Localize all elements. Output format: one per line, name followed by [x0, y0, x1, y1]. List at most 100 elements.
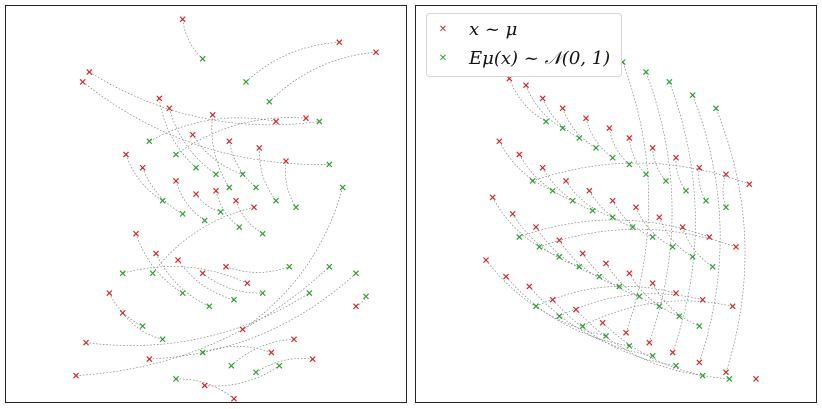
right-trajectory-path: [602, 322, 730, 380]
left-red-sample-point: [212, 187, 220, 194]
right-red-sample-point: [602, 260, 610, 267]
right-red-sample-point: [626, 134, 633, 142]
left-trajectory-path: [122, 312, 163, 340]
left-trajectory-path: [259, 147, 277, 201]
right-green-sample-point: [609, 154, 616, 161]
left-red-sample-point: [106, 290, 113, 297]
left-red-sample-point: [209, 111, 216, 118]
right-green-sample-point: [626, 161, 633, 168]
right-green-sample-point: [689, 92, 696, 99]
right-trajectory-path: [529, 286, 653, 357]
right-green-sample-point: [699, 372, 706, 379]
right-red-sample-point: [706, 233, 713, 241]
right-trajectory-path: [715, 108, 746, 373]
left-red-sample-point: [132, 230, 140, 237]
right-red-sample-point: [586, 187, 593, 194]
right-trajectory-path: [722, 174, 727, 208]
right-red-sample-point: [649, 280, 656, 287]
left-trajectory-path: [182, 19, 203, 60]
right-red-sample-point: [752, 375, 760, 382]
right-green-sample-point: [672, 362, 680, 369]
left-trajectory-path: [204, 365, 280, 387]
left-scatter-plot: [72, 16, 380, 402]
right-red-sample-point: [606, 125, 613, 132]
right-trajectory-path: [692, 94, 721, 363]
right-trajectory-path: [542, 167, 593, 211]
left-green-sample-point: [252, 369, 260, 376]
left-red-sample-point: [146, 356, 153, 363]
right-red-sample-point: [509, 210, 516, 217]
right-green-sample-point: [689, 253, 696, 260]
right-green-sample-point: [616, 283, 623, 290]
left-green-sample-point: [352, 270, 360, 277]
left-red-sample-point: [226, 138, 233, 145]
right-trajectory-path: [559, 240, 620, 287]
left-trajectory-path: [169, 108, 217, 175]
left-trajectory-path: [225, 266, 290, 273]
right-red-sample-point: [696, 359, 703, 366]
right-trajectory-path: [552, 299, 677, 367]
right-trajectory-path: [532, 162, 750, 185]
left-red-sample-point: [244, 280, 251, 287]
right-red-sample-point: [549, 296, 556, 303]
left-red-sample-point: [336, 39, 343, 46]
right-plot-panel: ✕ x ~ μ ✕ Eμ(x) ~ 𝒩(0, 1): [415, 5, 817, 403]
legend-entry-data-distribution: ✕ x ~ μ: [427, 18, 621, 46]
left-red-sample-point: [179, 16, 186, 23]
left-trajectory-path: [242, 187, 343, 330]
left-red-sample-point: [232, 197, 240, 204]
left-green-sample-point: [217, 208, 224, 215]
right-green-sample-point: [669, 243, 676, 250]
right-trajectory-path: [509, 78, 547, 122]
left-red-sample-point: [152, 250, 160, 257]
right-trajectory-path: [542, 98, 580, 139]
left-trajectory-path: [125, 154, 163, 201]
left-red-sample-point: [86, 68, 93, 76]
left-trajectory-path: [175, 117, 307, 155]
left-trajectory-path: [149, 273, 357, 360]
right-trajectory-path: [512, 213, 580, 268]
right-red-sample-point: [582, 115, 590, 122]
left-red-sample-point: [290, 336, 298, 343]
left-green-sample-point: [272, 197, 280, 204]
right-trajectory-path: [535, 226, 600, 277]
left-trajectory-path: [152, 206, 255, 274]
left-trajectory-path: [122, 266, 248, 284]
left-red-sample-point: [72, 372, 80, 379]
left-green-sample-point: [339, 184, 346, 191]
left-red-sample-point: [268, 349, 275, 356]
left-trajectory-path: [211, 114, 230, 188]
right-green-sample-point: [596, 273, 603, 280]
left-trajectory-path: [175, 180, 205, 221]
left-trajectory-path: [155, 253, 210, 307]
right-red-sample-point: [496, 138, 503, 145]
right-red-sample-point: [699, 296, 706, 303]
left-red-sample-point: [239, 326, 246, 333]
right-green-sample-point: [529, 177, 536, 184]
left-green-sample-point: [316, 118, 323, 125]
right-trajectory-path: [565, 180, 613, 218]
left-green-sample-point: [252, 184, 260, 191]
left-green-sample-point: [286, 263, 293, 270]
left-trajectory-path: [235, 200, 263, 234]
right-green-sample-point: [556, 313, 563, 320]
right-green-sample-point: [589, 207, 596, 214]
left-green-sample-point: [159, 197, 166, 204]
right-red-sample-point: [732, 243, 740, 250]
left-red-sample-point: [192, 191, 200, 198]
right-red-sample-point: [579, 250, 586, 257]
left-green-sample-point: [159, 336, 166, 343]
right-red-sample-point: [559, 105, 566, 112]
right-green-sample-point: [556, 253, 563, 260]
right-trajectory-path: [562, 108, 597, 149]
right-trajectory-path: [629, 137, 647, 175]
left-red-sample-point: [79, 78, 86, 85]
left-green-sample-point: [149, 270, 156, 277]
left-red-sample-point: [199, 270, 206, 277]
right-red-sample-point: [626, 270, 633, 277]
right-red-sample-point: [526, 283, 533, 290]
right-green-sample-point: [702, 197, 710, 204]
right-trajectory-path: [645, 71, 673, 343]
right-green-sample-point: [649, 352, 656, 359]
right-scatter-plot: [482, 59, 760, 382]
